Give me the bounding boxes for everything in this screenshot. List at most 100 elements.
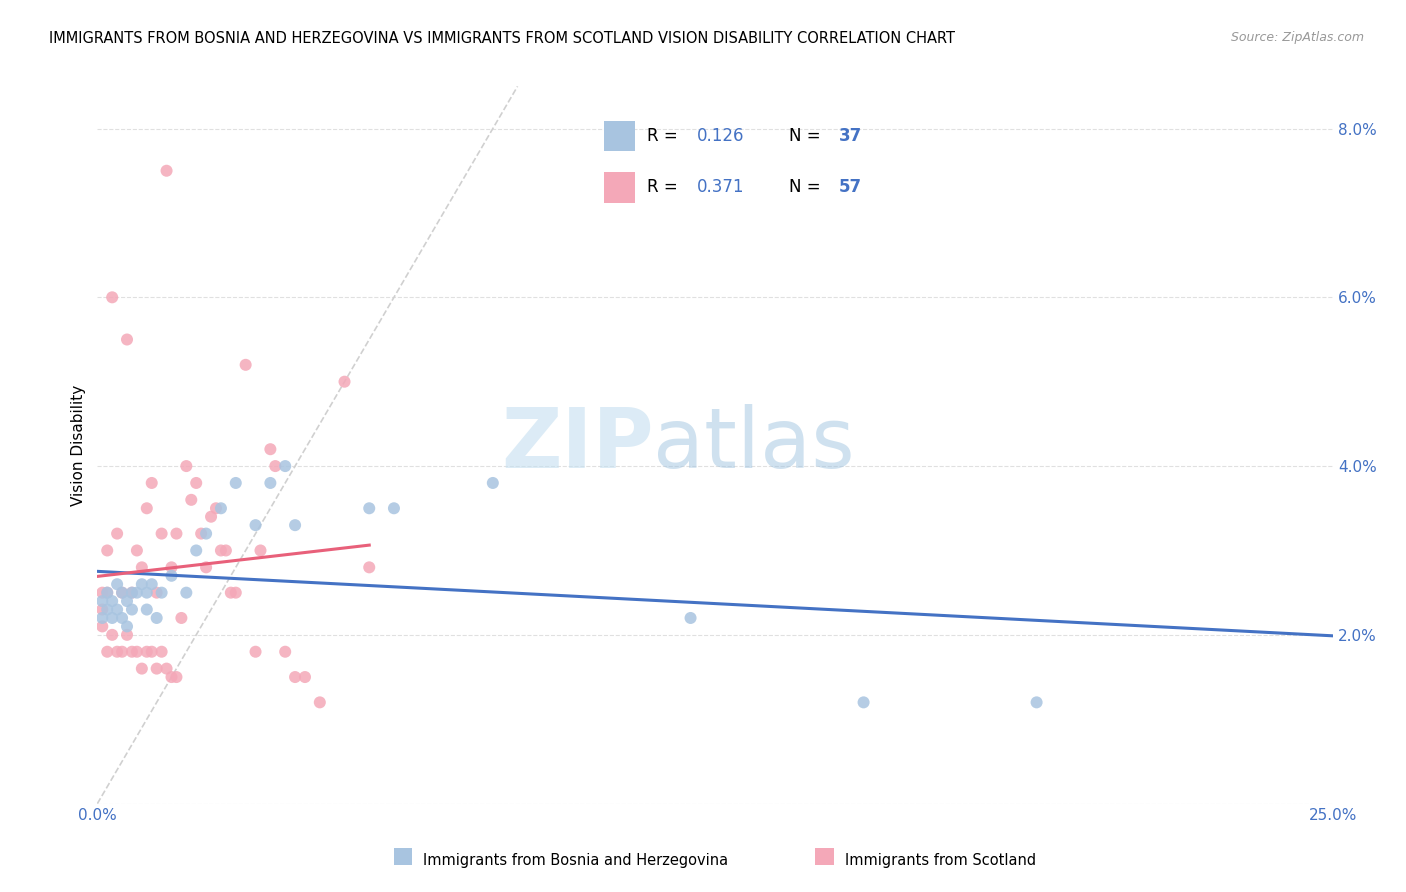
Point xyxy=(101,611,124,625)
Point xyxy=(131,560,153,574)
Point xyxy=(219,585,242,599)
Point xyxy=(121,585,143,599)
Point xyxy=(115,619,138,633)
Point xyxy=(105,602,128,616)
Point xyxy=(209,543,232,558)
Point xyxy=(141,475,163,490)
Point xyxy=(111,585,134,599)
Point xyxy=(111,611,134,625)
Point xyxy=(264,459,287,474)
Point xyxy=(259,475,281,490)
Point xyxy=(155,662,177,676)
Point xyxy=(135,602,157,616)
Point xyxy=(111,585,134,599)
Point xyxy=(186,543,208,558)
Point xyxy=(294,670,316,684)
Point xyxy=(190,526,212,541)
Point xyxy=(200,509,222,524)
Point xyxy=(160,670,183,684)
Point xyxy=(91,611,114,625)
Point xyxy=(205,501,228,516)
Point xyxy=(215,543,238,558)
Point xyxy=(111,645,134,659)
Point xyxy=(105,645,128,659)
Point xyxy=(180,492,202,507)
Point xyxy=(333,375,356,389)
Point xyxy=(274,645,297,659)
Point xyxy=(135,645,157,659)
Point xyxy=(101,628,124,642)
Point xyxy=(131,577,153,591)
Point xyxy=(91,619,114,633)
Point xyxy=(115,628,138,642)
Text: Source: ZipAtlas.com: Source: ZipAtlas.com xyxy=(1230,31,1364,45)
Point xyxy=(141,645,163,659)
Point xyxy=(284,518,307,533)
Point xyxy=(1025,695,1047,709)
Point xyxy=(115,594,138,608)
Point xyxy=(165,670,187,684)
Point xyxy=(125,585,148,599)
Point xyxy=(101,290,124,304)
Point xyxy=(145,662,167,676)
Point xyxy=(131,662,153,676)
Point xyxy=(135,585,157,599)
Point xyxy=(96,585,118,599)
Point xyxy=(209,501,232,516)
Point xyxy=(105,526,128,541)
Point xyxy=(121,602,143,616)
Point xyxy=(382,501,405,516)
Point xyxy=(225,475,247,490)
Point xyxy=(150,585,173,599)
Point xyxy=(170,611,193,625)
Text: atlas: atlas xyxy=(654,404,855,485)
Point xyxy=(150,645,173,659)
Point xyxy=(101,594,124,608)
Point xyxy=(91,594,114,608)
Point xyxy=(91,602,114,616)
Point xyxy=(96,585,118,599)
Text: Immigrants from Scotland: Immigrants from Scotland xyxy=(845,854,1036,868)
Point xyxy=(145,611,167,625)
Point xyxy=(155,163,177,178)
Point xyxy=(121,645,143,659)
Y-axis label: Vision Disability: Vision Disability xyxy=(72,384,86,506)
Point xyxy=(359,560,381,574)
Point xyxy=(235,358,257,372)
Point xyxy=(176,585,198,599)
Point xyxy=(160,560,183,574)
Text: ZIP: ZIP xyxy=(501,404,654,485)
Point xyxy=(195,560,218,574)
Point xyxy=(135,501,157,516)
Point xyxy=(274,459,297,474)
Point xyxy=(96,645,118,659)
Point xyxy=(121,585,143,599)
Point xyxy=(482,475,505,490)
Point xyxy=(91,585,114,599)
Point xyxy=(105,577,128,591)
Point xyxy=(225,585,247,599)
Point xyxy=(259,442,281,457)
Point xyxy=(150,526,173,541)
Point xyxy=(145,585,167,599)
Point xyxy=(195,526,218,541)
Point xyxy=(125,645,148,659)
Point xyxy=(160,568,183,582)
Text: IMMIGRANTS FROM BOSNIA AND HERZEGOVINA VS IMMIGRANTS FROM SCOTLAND VISION DISABI: IMMIGRANTS FROM BOSNIA AND HERZEGOVINA V… xyxy=(49,31,955,46)
Point xyxy=(679,611,702,625)
Point xyxy=(176,459,198,474)
Point xyxy=(141,577,163,591)
Point xyxy=(245,518,267,533)
Point xyxy=(125,543,148,558)
Point xyxy=(165,526,187,541)
Point xyxy=(284,670,307,684)
Point xyxy=(96,602,118,616)
Text: Immigrants from Bosnia and Herzegovina: Immigrants from Bosnia and Herzegovina xyxy=(423,854,728,868)
Point xyxy=(308,695,330,709)
Point xyxy=(249,543,271,558)
Point xyxy=(96,543,118,558)
Point xyxy=(359,501,381,516)
Point xyxy=(115,333,138,347)
Point xyxy=(186,475,208,490)
Point xyxy=(245,645,267,659)
